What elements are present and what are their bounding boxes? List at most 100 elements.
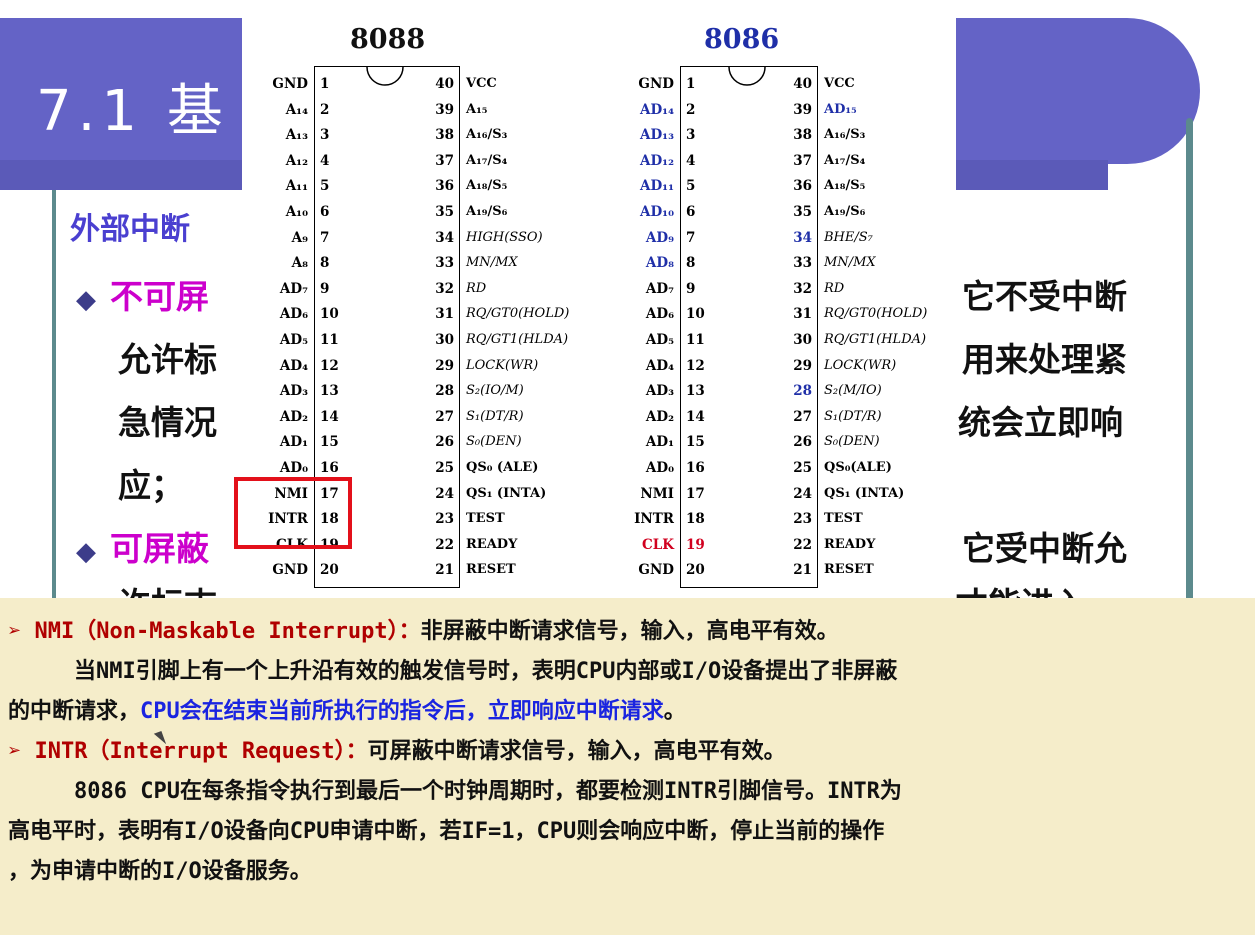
pin-number: 5 [686, 178, 696, 195]
pin-name: QS₀ (ALE) [466, 460, 539, 475]
nmi-heading: ➢ NMI（Non-Maskable Interrupt）：非屏蔽中断请求信号，… [8, 616, 839, 648]
pin-name: NMI [274, 485, 308, 502]
intr-body-1: 8086 CPU在每条指令执行到最后一个时钟周期时，都要检测INTR引脚信号。I… [74, 779, 902, 804]
pin-name: S₂(M/IO) [824, 383, 882, 399]
bullet2-lead: ◆ 可屏蔽 [76, 529, 209, 568]
pin-number: 2 [320, 101, 330, 118]
pin-name: A₁₀ [285, 204, 308, 220]
pin-name: S₂(IO/M) [466, 383, 524, 399]
pin-name: MN/MX [466, 255, 518, 271]
pin-number: 32 [435, 280, 454, 297]
bullet2-line2-left: 许标志 [118, 578, 217, 598]
pin-number: 24 [793, 485, 812, 502]
pin-name: VCC [466, 76, 497, 91]
pin-name: AD₁₃ [639, 127, 674, 144]
section-heading: 外部中断 [70, 212, 190, 247]
pin-name: INTR [268, 511, 308, 528]
pin-name: READY [824, 536, 876, 552]
slide-title: 7.1 基 [36, 79, 229, 144]
pin-name: A₁₂ [285, 152, 308, 169]
pin-number: 36 [435, 178, 454, 195]
pin-number: 26 [793, 434, 812, 451]
nmi-body-2b: CPU会在结束当前所执行的指令后，立即响应中断请求 [140, 699, 664, 724]
pin-name: AD₆ [279, 306, 308, 323]
pin-name: AD₁₅ [824, 101, 857, 117]
pin-name: QS₀(ALE) [824, 460, 892, 475]
pin-name: A₈ [291, 255, 308, 272]
pinout-diagram: 8088 8086 GND 1 A₁₄ 2 A₁₃ 3 A₁₂ 4 A₁₁ 5 A₁₀ 6 A₉ 7 A₈ 8… [234, 12, 956, 598]
pin-number: 31 [435, 306, 454, 323]
pin-name: GND [638, 76, 674, 92]
pin-number: 35 [435, 204, 454, 220]
pin-number: 23 [435, 511, 454, 528]
pin-name: AD₄ [279, 357, 308, 374]
pin-name: RQ/GT0(HOLD) [824, 306, 928, 322]
pin-number: 37 [793, 152, 812, 169]
pin-name: BHE/S₇ [824, 229, 873, 245]
pin-number: 39 [435, 101, 454, 118]
notes-panel: ➢ NMI（Non-Maskable Interrupt）：非屏蔽中断请求信号，… [0, 598, 1255, 935]
pin-number: 2 [686, 101, 696, 118]
pin-name: RESET [466, 562, 516, 578]
pin-name: AD₃ [645, 383, 674, 400]
pin-name: AD₂ [645, 408, 674, 425]
pin-name: AD₁₁ [639, 178, 674, 195]
pin-number: 25 [793, 460, 812, 476]
pin-number: 26 [435, 434, 454, 451]
pin-name: A₁₃ [285, 127, 308, 144]
pin-number: 30 [435, 332, 454, 348]
nmi-body-2c: 。 [663, 699, 686, 724]
pin-name: A₁₄ [285, 101, 308, 118]
pin-number: 9 [686, 280, 696, 297]
slide-frame-right [1186, 118, 1193, 600]
pin-number: 40 [435, 76, 454, 92]
intr-body-3: ，为申请中断的I/O设备服务。 [8, 859, 312, 884]
pin-name: READY [466, 536, 518, 552]
pin-number: 4 [686, 152, 696, 169]
pin-name: AD₉ [645, 229, 674, 246]
pin-name: MN/MX [824, 255, 876, 271]
bullet1-line4-left: 应； [118, 466, 184, 505]
pin-number: 10 [320, 306, 339, 323]
pin-number: 29 [793, 357, 812, 374]
bullet1-line2-right: 用来处理紧 [962, 340, 1127, 379]
pin-number: 1 [320, 76, 330, 92]
pin-number: 18 [320, 511, 339, 528]
pin-number: 4 [320, 152, 330, 169]
bullet1-right: 它不受中断 [962, 277, 1127, 316]
pin-number: 8 [686, 255, 696, 272]
pin-number: 18 [686, 511, 705, 528]
pin-number: 15 [686, 434, 705, 451]
pin-name: AD₁ [279, 434, 308, 451]
pin-name: A₁₇/S₄ [824, 152, 866, 168]
pin-name: AD₈ [645, 255, 674, 272]
chip-notch-icon [728, 67, 766, 86]
pin-name: A₁₆/S₃ [824, 127, 866, 143]
pin-number: 1 [686, 76, 696, 92]
bullet1-line3-left: 急情况 [118, 403, 217, 442]
pin-name: S₀(DEN) [466, 434, 522, 450]
pin-name: RQ/GT0(HOLD) [466, 306, 570, 322]
pin-number: 17 [320, 485, 339, 502]
pin-name: AD₁₄ [639, 101, 674, 118]
pin-number: 15 [320, 434, 339, 451]
pin-name: A₉ [291, 229, 308, 246]
pin-number: 31 [793, 306, 812, 323]
pin-name: AD₇ [645, 280, 674, 297]
pin-number: 33 [435, 255, 454, 272]
pin-name: TEST [466, 511, 505, 527]
pin-number: 38 [793, 127, 812, 144]
nmi-body-2a: 的中断请求， [8, 699, 141, 724]
pin-name: GND [272, 562, 308, 579]
bullet-diamond-icon: ◆ [76, 537, 96, 567]
pin-number: 14 [320, 408, 339, 425]
pin-name: AD₇ [279, 280, 308, 297]
pin-name: GND [272, 76, 308, 92]
pin-number: 6 [320, 204, 330, 220]
pin-name: A₁₉/S₆ [466, 204, 508, 219]
pin-name: A₁₁ [285, 178, 308, 195]
pin-number: 20 [686, 562, 705, 579]
pin-name: AD₁₂ [639, 152, 674, 169]
pin-number: 28 [435, 383, 454, 400]
chip-8086-title: 8086 [704, 24, 780, 55]
